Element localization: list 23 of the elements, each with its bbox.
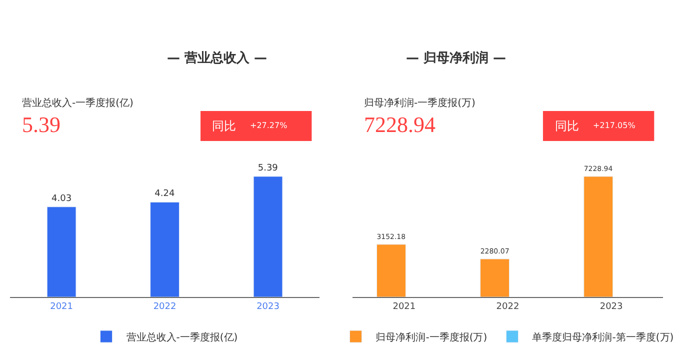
chart-title: — 归母净利润 — xyxy=(406,50,506,66)
legend-label: 单季度归母净利润-第一季度(万) xyxy=(532,331,674,344)
x-tick-label: 2021 xyxy=(392,302,416,312)
x-tick-label: 2023 xyxy=(256,302,280,312)
chart-subtitle: 营业总收入-一季度报(亿) xyxy=(22,97,134,109)
x-tick-label: 2022 xyxy=(496,302,520,312)
text: +27.27% xyxy=(250,121,288,130)
text: 同比 xyxy=(212,119,236,133)
data-label: 4.24 xyxy=(154,189,175,200)
text: 同比 xyxy=(555,119,579,133)
x-tick-label: 2022 xyxy=(153,302,176,312)
data-label: 2280.07 xyxy=(480,246,510,256)
legend-label: 归母净利润-一季度报(万) xyxy=(376,331,488,344)
chart-title: — 营业总收入 — xyxy=(167,50,268,66)
text: +217.05% xyxy=(593,121,636,130)
text: 7228.94 xyxy=(364,112,436,137)
data-label: 4.03 xyxy=(52,194,72,204)
text: 5.39 xyxy=(22,112,60,137)
legend-label: 营业总收入-一季度报(亿) xyxy=(126,331,238,344)
chart-subtitle: 归母净利润-一季度报(万) xyxy=(364,97,476,109)
x-tick-label: 2023 xyxy=(600,302,623,312)
data-label: 5.39 xyxy=(258,163,278,174)
x-tick-label: 2021 xyxy=(50,302,73,312)
